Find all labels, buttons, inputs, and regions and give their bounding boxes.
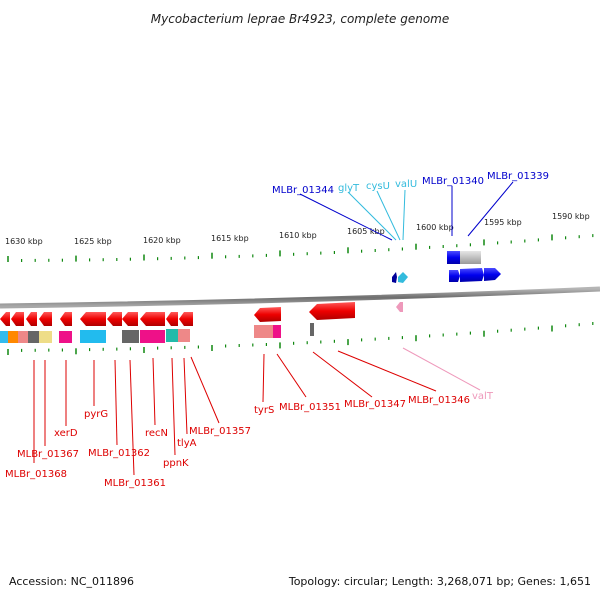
category-bar: [273, 325, 281, 338]
gene-label[interactable]: MLBr_01367: [17, 449, 79, 460]
leader-line: [276, 353, 307, 398]
leader-line: [337, 350, 437, 392]
gene-arrow-reverse[interactable]: [309, 302, 355, 320]
gene-label[interactable]: glyT: [338, 183, 360, 194]
leader-line: [129, 359, 135, 476]
gene-arrow-forward[interactable]: [484, 268, 501, 281]
accession-text: Accession: NC_011896: [9, 575, 134, 588]
category-bar: [0, 331, 8, 343]
leader-line: [183, 357, 188, 435]
scale-label: 1590 kbp: [552, 212, 590, 221]
leader-line: [171, 357, 176, 456]
leader-line: [402, 347, 481, 391]
category-bar: [310, 323, 314, 336]
leader-line: [152, 357, 156, 426]
gene-block-forward[interactable]: [447, 251, 460, 264]
scale-label: 1625 kbp: [74, 237, 112, 246]
gene-arrow-reverse[interactable]: [179, 312, 193, 326]
category-bar: [166, 329, 178, 342]
trna-arrow-reverse[interactable]: [396, 302, 403, 312]
gene-label[interactable]: tyrS: [254, 405, 274, 416]
leader-line: [299, 193, 393, 241]
gene-label[interactable]: valU: [395, 179, 417, 190]
gene-arrow-reverse[interactable]: [60, 312, 72, 326]
gene-label[interactable]: pyrG: [84, 409, 108, 420]
gene-label[interactable]: MLBr_01347: [344, 399, 406, 410]
gene-label[interactable]: MLBr_01340: [422, 176, 484, 187]
gene-label[interactable]: MLBr_01362: [88, 448, 150, 459]
gene-label[interactable]: xerD: [54, 428, 78, 439]
forward-gene-labels: MLBr_01344 glyT cysU valU MLBr_01340 MLB…: [272, 171, 549, 196]
scale-label: 1630 kbp: [5, 237, 43, 246]
reverse-strand-features: [0, 302, 403, 343]
leader-line: [114, 359, 118, 446]
category-bar: [254, 325, 273, 338]
gene-label[interactable]: tlyA: [177, 438, 197, 449]
scale-label: 1605 kbp: [347, 227, 385, 236]
scale-label: 1615 kbp: [211, 234, 249, 243]
gene-arrow-reverse[interactable]: [11, 312, 24, 326]
category-bar: [28, 331, 39, 343]
scale-label: 1610 kbp: [279, 231, 317, 240]
gene-arrow-reverse[interactable]: [39, 312, 52, 326]
map-title: Mycobacterium leprae Br4923, complete ge…: [151, 12, 449, 26]
leader-line: [190, 356, 220, 424]
genome-backbone: [0, 286, 600, 309]
gene-label[interactable]: valT: [472, 391, 494, 402]
gene-label[interactable]: ppnK: [163, 458, 189, 469]
scale-labels: 1630 kbp 1625 kbp 1620 kbp 1615 kbp 1610…: [5, 212, 590, 246]
gene-label[interactable]: MLBr_01351: [279, 402, 341, 413]
category-bar: [178, 329, 190, 342]
leader-lines: [33, 181, 514, 476]
leader-line: [347, 191, 397, 241]
gene-block-forward[interactable]: [460, 251, 481, 264]
leader-line: [467, 181, 514, 237]
gene-label[interactable]: cysU: [366, 181, 390, 192]
gene-arrow-forward[interactable]: [398, 272, 408, 283]
gene-arrow-reverse[interactable]: [122, 312, 138, 326]
gene-arrow-forward[interactable]: [392, 272, 397, 283]
category-bar: [122, 330, 139, 343]
gene-arrow-reverse[interactable]: [140, 312, 165, 326]
genome-summary-text: Topology: circular; Length: 3,268,071 bp…: [288, 575, 591, 588]
gene-arrow-forward[interactable]: [460, 268, 484, 282]
inner-scale: [7, 322, 594, 355]
leader-line: [312, 351, 373, 398]
gene-label[interactable]: MLBr_01344: [272, 185, 334, 196]
gene-arrow-reverse[interactable]: [107, 312, 122, 326]
category-bar: [59, 331, 72, 343]
category-bar: [80, 330, 106, 343]
gene-arrow-reverse[interactable]: [254, 307, 281, 322]
gene-label[interactable]: MLBr_01346: [408, 395, 470, 406]
category-bar: [18, 331, 28, 343]
category-bar: [39, 331, 52, 343]
gene-arrow-reverse[interactable]: [26, 312, 37, 326]
leader-line: [376, 190, 401, 241]
reverse-gene-labels: MLBr_01368 MLBr_01367 xerD pyrG MLBr_013…: [5, 391, 494, 489]
leader-line: [262, 353, 265, 403]
gene-arrow-reverse[interactable]: [0, 312, 10, 326]
gene-label[interactable]: MLBr_01368: [5, 469, 67, 480]
category-bar: [8, 331, 18, 343]
gene-arrow-reverse[interactable]: [80, 312, 106, 326]
scale-label: 1595 kbp: [484, 218, 522, 227]
gene-arrow-reverse[interactable]: [166, 312, 178, 326]
gene-arrow-forward[interactable]: [449, 270, 460, 282]
gene-label[interactable]: MLBr_01357: [189, 426, 251, 437]
forward-strand-features: [392, 251, 501, 283]
gene-label[interactable]: recN: [145, 428, 168, 439]
scale-label: 1620 kbp: [143, 236, 181, 245]
leader-line: [402, 189, 406, 241]
category-bar: [140, 330, 165, 343]
gene-label[interactable]: MLBr_01339: [487, 171, 549, 182]
gene-label[interactable]: MLBr_01361: [104, 478, 166, 489]
scale-label: 1600 kbp: [416, 223, 454, 232]
outer-scale: [7, 234, 594, 262]
